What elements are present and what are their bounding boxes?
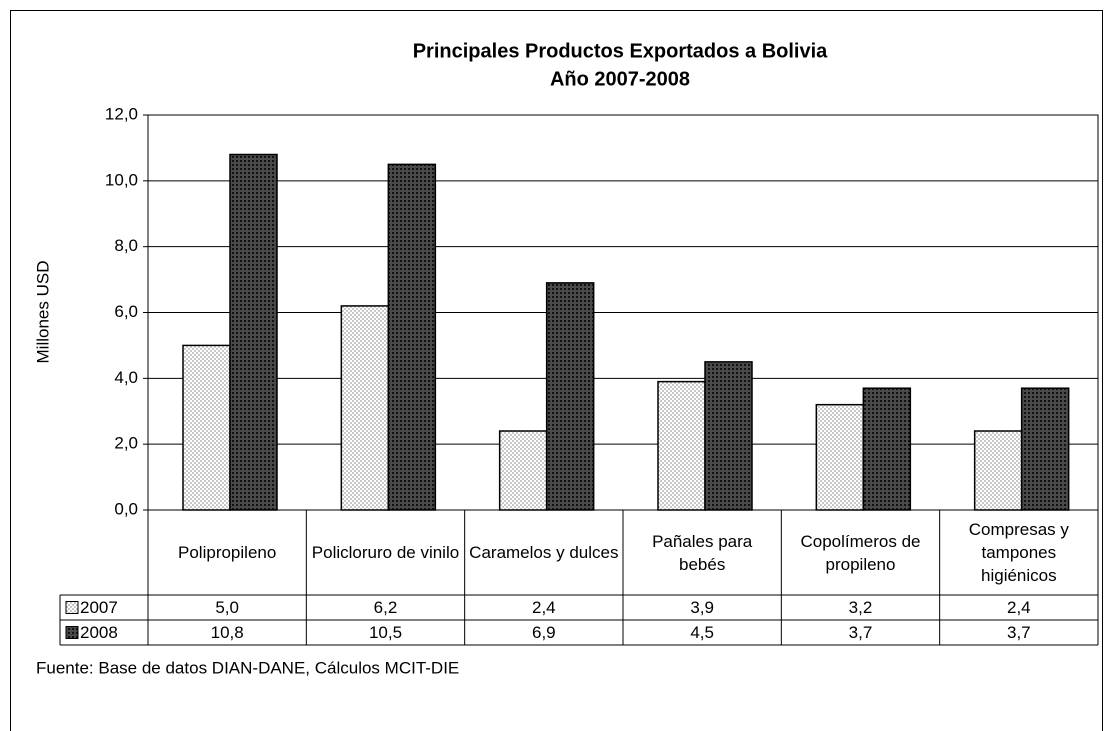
category-label: Policloruro de vinilo (311, 543, 460, 562)
bar (340, 305, 390, 511)
legend-label: 2007 (80, 598, 118, 617)
bar (815, 403, 865, 511)
table-value: 5,0 (215, 598, 239, 617)
category-label: Copolímeros de propileno (800, 531, 921, 574)
table-value: 3,2 (849, 598, 873, 617)
y-tick-label: 6,0 (114, 302, 138, 321)
category-label-box: Policloruro de vinilo (311, 543, 460, 562)
table-value: 10,5 (369, 623, 402, 642)
table-value: 3,9 (690, 598, 714, 617)
bar (387, 163, 437, 511)
y-tick-label: 4,0 (114, 368, 138, 387)
y-tick-label: 2,0 (114, 434, 138, 453)
source-note: Fuente: Base de datos DIAN-DANE, Cálculo… (36, 658, 459, 677)
y-tick-label: 8,0 (114, 236, 138, 255)
y-tick-label: 12,0 (105, 104, 138, 123)
bar (182, 344, 231, 511)
bar (973, 430, 1023, 511)
bar (862, 387, 912, 511)
bar (229, 153, 278, 511)
category-label: Compresas y tampones higiénicos (968, 520, 1069, 585)
category-label: Polipropileno (178, 543, 277, 562)
table-value: 6,2 (374, 598, 398, 617)
category-label: Caramelos y dulces (469, 543, 619, 562)
legend-label: 2008 (80, 623, 118, 642)
y-tick-label: 10,0 (105, 170, 138, 189)
frame (10, 10, 1103, 731)
bar (657, 380, 706, 511)
category-label-box: Caramelos y dulces (469, 543, 619, 562)
bar (498, 430, 548, 511)
legend-key (65, 626, 79, 639)
bar (1020, 387, 1070, 511)
table-value: 2,4 (532, 598, 556, 617)
table-value: 4,5 (690, 623, 714, 642)
bar (704, 361, 753, 511)
table-value: 3,7 (1007, 623, 1031, 642)
chart-subtitle: Año 2007-2008 (550, 68, 690, 90)
table-value: 10,8 (211, 623, 244, 642)
category-label-box: Polipropileno (178, 543, 277, 562)
legend-key (65, 601, 79, 614)
bar (545, 282, 595, 511)
category-label-box: Pañales para bebés (652, 531, 753, 574)
table-value: 3,7 (849, 623, 873, 642)
y-axis-label: Millones USD (33, 261, 52, 364)
category-label-box: Copolímeros de propileno (800, 531, 921, 574)
category-label-box: Compresas y tampones higiénicos (968, 520, 1069, 585)
table-value: 2,4 (1007, 598, 1031, 617)
category-label: Pañales para bebés (652, 531, 753, 574)
table-value: 6,9 (532, 623, 556, 642)
chart-title: Principales Productos Exportados a Boliv… (413, 40, 828, 62)
y-tick-label: 0,0 (114, 499, 138, 518)
